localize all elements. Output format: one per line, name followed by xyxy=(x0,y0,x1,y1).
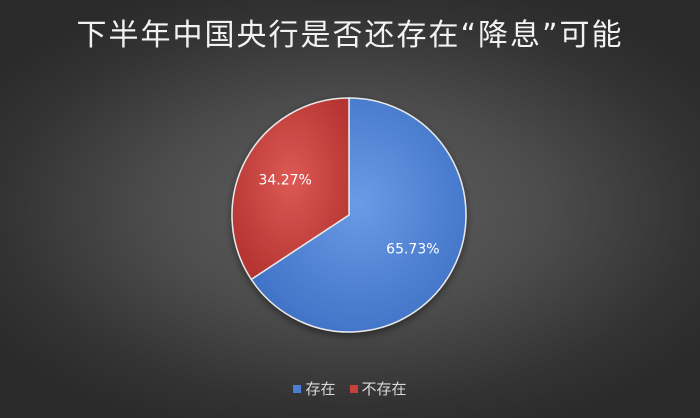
pie-slice-exists xyxy=(250,97,467,333)
legend-swatch-not-exists xyxy=(349,384,358,393)
pie-slice-not-exists xyxy=(231,97,350,281)
data-label-not-exists: 34.27% xyxy=(258,173,311,189)
legend-item-exists: 存在 xyxy=(293,378,336,399)
legend-label-not-exists: 不存在 xyxy=(361,380,407,398)
data-label-exists: 65.73% xyxy=(386,241,439,257)
legend-item-not-exists: 不存在 xyxy=(349,378,407,399)
legend: 存在 不存在 xyxy=(0,378,700,399)
legend-swatch-exists xyxy=(293,384,302,393)
chart-title: 下半年中国央行是否还存在“降息”可能 xyxy=(76,18,624,53)
legend-label-exists: 存在 xyxy=(305,380,336,398)
